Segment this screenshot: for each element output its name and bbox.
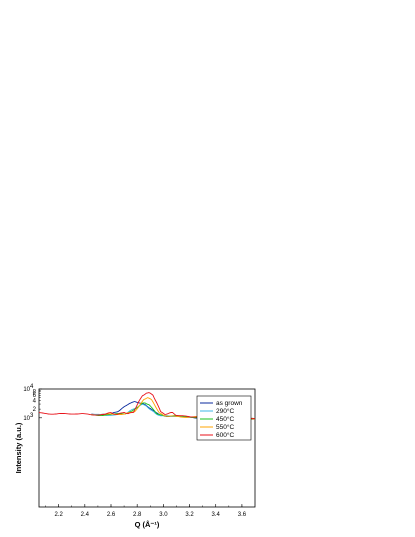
legend-entry: 600°C [216, 431, 234, 439]
legend-entry: 290°C [216, 407, 234, 415]
x-axis: 2.2 2.4 2.6 2.8 3.0 3.2 3.4 3.6 [45, 504, 247, 518]
y-minor-tick-label: 4 [33, 398, 37, 404]
plot-border [38, 388, 256, 508]
x-tick-label: 3.4 [212, 512, 221, 518]
x-tick-label: 2.2 [54, 512, 63, 518]
plot-frame [38, 388, 256, 508]
x-tick-label: 2.4 [81, 512, 90, 518]
y-axis-title: Intensity (a.u.) [14, 422, 23, 473]
x-axis-title: Q (Å⁻¹) [135, 520, 160, 529]
y-minor-tick-label: 6 [33, 393, 37, 399]
legend-entry: 550°C [216, 423, 234, 431]
x-tick-label: 2.8 [133, 512, 142, 518]
x-tick-label: 3.0 [159, 512, 168, 518]
legend-entry: as grown [216, 400, 243, 407]
x-tick-label: 3.6 [238, 512, 247, 518]
x-tick-label: 2.6 [107, 512, 116, 518]
x-tick-label: 3.2 [185, 512, 194, 518]
y-tick-exponent: 3 [30, 413, 34, 419]
legend-entry: 450°C [216, 415, 234, 423]
y-tick-exponent: 4 [30, 384, 34, 390]
y-minor-tick-label: 2 [33, 407, 37, 413]
y-tick-label: 10 [23, 387, 30, 393]
y-minor-tick-label: 8 [33, 390, 37, 396]
y-tick-label: 10 [23, 416, 30, 422]
